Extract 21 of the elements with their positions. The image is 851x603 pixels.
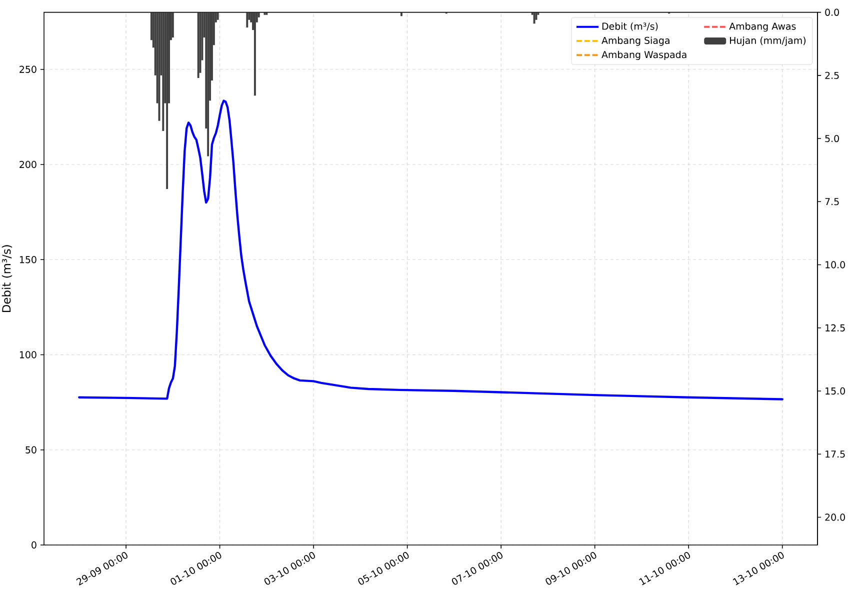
y-axis-title: Debit (m³/s): [2, 245, 12, 312]
legend-label: Ambang Siaga: [602, 36, 670, 46]
y-tick-label: 200: [20, 160, 36, 168]
y2-tick-label: 17.5: [826, 450, 845, 458]
legend-label: Hujan (mm/jam): [730, 36, 806, 46]
y2-tick-label: 12.5: [826, 324, 845, 332]
y2-tick-label: 7.5: [825, 198, 839, 206]
y2-tick-label: 0.0: [825, 8, 839, 16]
y-tick-label: 50: [26, 446, 36, 454]
y-tick-label: 0: [32, 541, 36, 549]
y-tick-label: 100: [20, 351, 36, 358]
y-tick-label: 150: [20, 256, 36, 264]
y2-tick-label: 15.0: [826, 387, 845, 395]
y2-tick-label: 20.0: [825, 514, 845, 521]
y2-tick-label: 10.0: [826, 261, 845, 268]
y2-tick-label: 5.0: [825, 134, 839, 142]
legend-label: Ambang Waspada: [602, 50, 686, 60]
legend-label: Debit (m³/s): [602, 22, 658, 31]
y2-tick-label: 2.5: [825, 72, 839, 80]
y-tick-label: 250: [20, 66, 36, 73]
legend-label: Ambang Awas: [729, 22, 796, 32]
